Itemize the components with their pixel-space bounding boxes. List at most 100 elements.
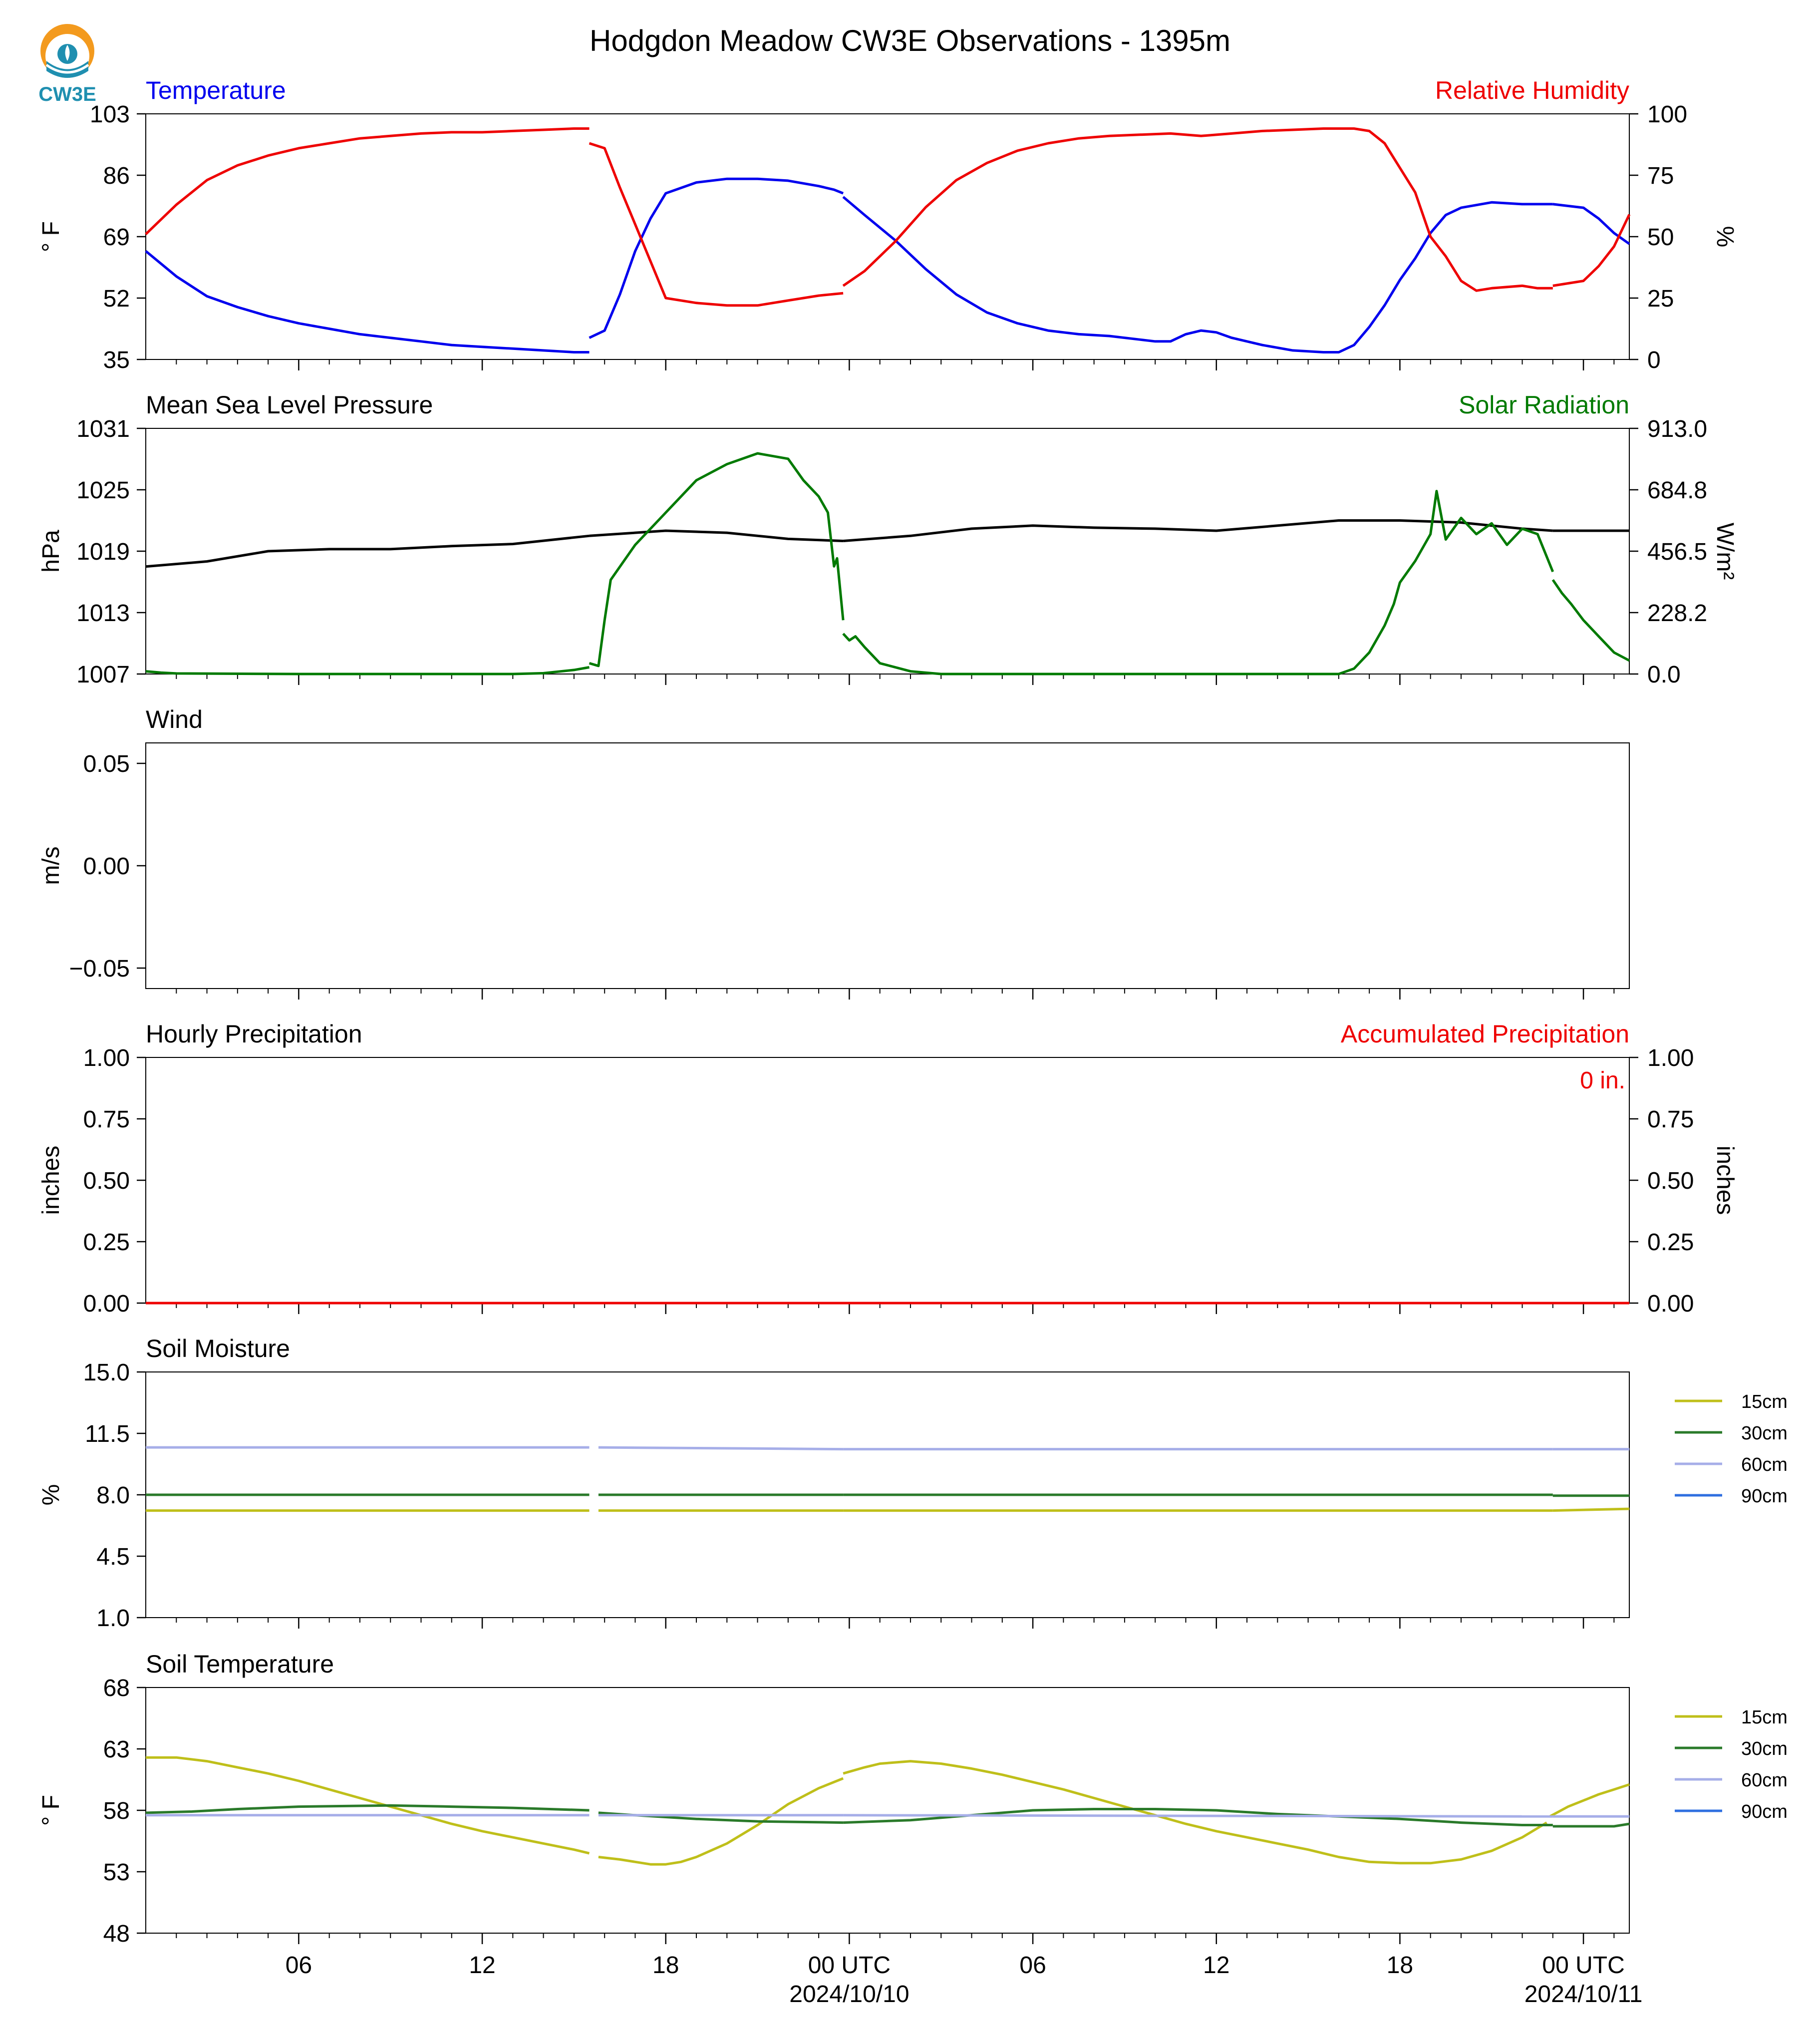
temp_rh-left-tick-label: 103 — [90, 101, 130, 128]
x-tick-label: 12 — [1203, 1952, 1229, 1979]
soil_moisture-left-tick-label: 11.5 — [85, 1421, 130, 1447]
soil_moisture-left-tick-label: 4.5 — [96, 1544, 130, 1570]
temp_rh-left-tick-label: 69 — [103, 224, 130, 251]
soil_temp-series-30cm — [145, 1804, 590, 1814]
soil_temp-left-tick-label: 68 — [103, 1675, 130, 1701]
pressure_solar-right-tick-label: 913.0 — [1647, 416, 1707, 442]
temp_rh-right-axis-label: % — [1712, 226, 1738, 248]
temp_rh-left-tick-label: 52 — [103, 286, 130, 312]
x-tick-label: 12 — [469, 1952, 495, 1979]
soil_temp-title-left: Soil Temperature — [146, 1650, 334, 1678]
precip-left-axis-label: inches — [38, 1146, 64, 1215]
figure-title: Hodgdon Meadow CW3E Observations - 1395m — [590, 24, 1230, 57]
soil_moisture-left-tick-label: 1.0 — [96, 1605, 130, 1632]
temp_rh-plot-frame — [145, 113, 1630, 360]
pressure_solar-series-mean-sea-level-pressure — [589, 529, 844, 542]
pressure_solar-series-solar-radiation — [589, 452, 845, 668]
wind-left-tick-label: 0.05 — [83, 751, 130, 777]
precip-left-tick-label: 0.50 — [83, 1168, 130, 1194]
soil_moisture-left-tick-label: 15.0 — [83, 1359, 130, 1386]
precip-left-tick-label: 0.75 — [83, 1106, 130, 1133]
cw3e-logo: CW3E — [30, 15, 105, 105]
soil_temp-series-60cm — [843, 1814, 1553, 1818]
soil_temp-series-15cm — [146, 1756, 590, 1855]
pressure_solar-series-mean-sea-level-pressure — [843, 519, 1553, 542]
soil_moisture-left-axis-label: % — [38, 1484, 64, 1506]
soil_temp-series-15cm — [598, 1777, 844, 1866]
pressure_solar-left-axis-label: hPa — [38, 530, 64, 573]
logo-text: CW3E — [38, 83, 96, 105]
temp_rh-right-tick-label: 100 — [1647, 101, 1687, 128]
x-tick-label: 06 — [286, 1952, 312, 1979]
precip-left-tick-label: 0.00 — [83, 1291, 130, 1317]
soil_temp-legend-label: 30cm — [1741, 1738, 1788, 1759]
temp_rh-series-relative-humidity — [842, 127, 1553, 292]
temp_rh-left-axis-label: ° F — [38, 221, 64, 252]
wind-left-axis-label: m/s — [38, 846, 64, 885]
soil_temp-series-15cm — [843, 1760, 1547, 1865]
pressure_solar-right-tick-label: 228.2 — [1647, 600, 1707, 627]
soil_moisture-series-60cm — [598, 1446, 844, 1451]
precip-left-tick-label: 1.00 — [83, 1045, 130, 1071]
soil_temp-left-axis-label: ° F — [38, 1795, 64, 1826]
precip-right-tick-label: 0.25 — [1647, 1229, 1694, 1256]
soil_moisture-series-15cm — [1552, 1507, 1630, 1512]
temp_rh-title-right: Relative Humidity — [1435, 76, 1629, 104]
pressure_solar-title-left: Mean Sea Level Pressure — [146, 391, 433, 419]
precip-title-left: Hourly Precipitation — [146, 1020, 362, 1048]
temp_rh-right-tick-label: 0 — [1647, 347, 1661, 373]
soil_moisture-legend-label: 60cm — [1741, 1454, 1788, 1475]
pressure_solar-right-tick-label: 456.5 — [1647, 539, 1707, 565]
soil_moisture-title-left: Soil Moisture — [146, 1335, 290, 1362]
pressure_solar-right-tick-label: 684.8 — [1647, 477, 1707, 504]
temp_rh-series-temperature — [842, 196, 1553, 353]
wind-plot-frame — [145, 742, 1630, 989]
temp_rh-title-left: Temperature — [146, 76, 286, 104]
precip-right-axis-label: inches — [1712, 1146, 1738, 1215]
cw3e-logo-icon: CW3E — [38, 24, 96, 105]
soil_moisture-legend-label: 15cm — [1741, 1391, 1788, 1412]
precip-right-tick-label: 0.50 — [1647, 1168, 1694, 1194]
pressure_solar-left-tick-label: 1025 — [76, 477, 130, 504]
precip-left-tick-label: 0.25 — [83, 1229, 130, 1256]
pressure_solar-series-solar-radiation — [842, 490, 1554, 676]
temp_rh-series-relative-humidity — [145, 127, 590, 235]
wind-title-left: Wind — [146, 705, 203, 733]
pressure_solar-left-tick-label: 1013 — [76, 600, 130, 627]
soil_temp-plot-frame — [145, 1687, 1630, 1934]
x-date-label: 2024/10/11 — [1524, 1981, 1643, 2008]
precip-right-tick-label: 0.75 — [1647, 1106, 1694, 1133]
soil_temp-series-30cm — [1552, 1822, 1630, 1828]
pressure_solar-plot-frame — [145, 428, 1630, 675]
x-tick-label: 00 UTC — [1542, 1952, 1624, 1979]
precip-title-right: Accumulated Precipitation — [1341, 1020, 1629, 1048]
pressure_solar-right-tick-label: 0.0 — [1647, 662, 1681, 688]
pressure_solar-series-solar-radiation — [145, 666, 590, 676]
temp_rh-series-relative-humidity — [589, 142, 844, 307]
pressure_solar-right-axis-label: W/m² — [1712, 523, 1738, 580]
soil_temp-legend-label: 90cm — [1741, 1801, 1788, 1822]
x-tick-label: 18 — [1387, 1952, 1413, 1979]
wind-left-tick-label: −0.05 — [69, 956, 130, 982]
temp_rh-left-tick-label: 86 — [103, 163, 130, 189]
pressure_solar-title-right: Solar Radiation — [1459, 391, 1629, 419]
soil_temp-left-tick-label: 48 — [103, 1921, 130, 1947]
soil_moisture-left-tick-label: 8.0 — [96, 1482, 130, 1509]
soil_temp-left-tick-label: 53 — [103, 1859, 130, 1886]
temp_rh-series-temperature — [589, 177, 844, 339]
pressure_solar-series-solar-radiation — [1551, 579, 1630, 662]
precip-right-tick-label: 1.00 — [1647, 1045, 1694, 1071]
soil_temp-left-tick-label: 58 — [103, 1798, 130, 1824]
temp_rh-left-tick-label: 35 — [103, 347, 130, 373]
temp_rh-series-temperature — [1552, 203, 1630, 245]
soil_temp-series-15cm — [1549, 1783, 1630, 1818]
pressure_solar-left-tick-label: 1007 — [76, 662, 130, 688]
x-tick-label: 06 — [1019, 1952, 1046, 1979]
x-tick-label: 18 — [652, 1952, 679, 1979]
pressure_solar-left-tick-label: 1019 — [76, 539, 130, 565]
temp_rh-right-tick-label: 75 — [1647, 163, 1674, 189]
soil_temp-legend-label: 15cm — [1741, 1707, 1788, 1728]
soil_moisture-legend-label: 90cm — [1741, 1486, 1788, 1507]
